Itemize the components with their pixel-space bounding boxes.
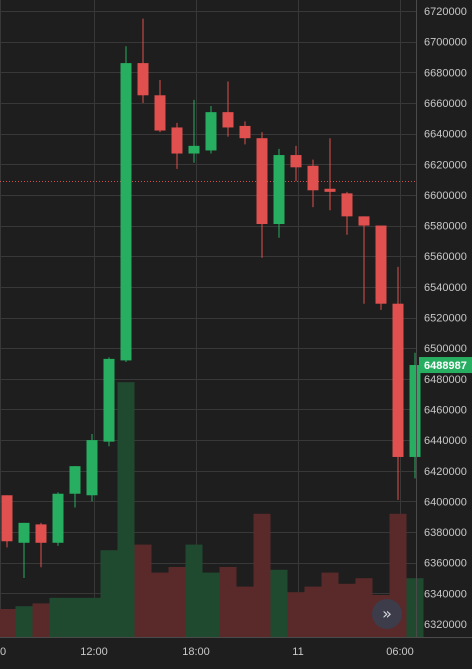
- time-tick-label: 06:00: [386, 646, 414, 658]
- volume-bar: [151, 572, 169, 637]
- price-tick-label: 6380000: [424, 527, 467, 539]
- price-tick-label: 6640000: [424, 129, 467, 141]
- price-tick-label: 6520000: [424, 313, 467, 325]
- price-tick-label: 6700000: [424, 37, 467, 49]
- volume-bar: [100, 550, 118, 637]
- candle-body: [188, 145, 200, 154]
- candle-body: [1, 495, 13, 542]
- candle-body: [341, 193, 353, 217]
- volume-bar: [32, 603, 50, 637]
- volume-bar: [321, 572, 339, 637]
- time-tick-label: 12:00: [80, 646, 108, 658]
- candle-body: [86, 440, 98, 496]
- candle-body: [35, 524, 47, 543]
- candle-body: [205, 112, 217, 151]
- price-tick-label: 6580000: [424, 221, 467, 233]
- price-tick-label: 6320000: [424, 619, 467, 631]
- volume-bar: [83, 597, 101, 637]
- candle-body: [120, 63, 132, 361]
- price-tick-label: 6600000: [424, 190, 467, 202]
- time-tick-label: 0: [0, 646, 6, 658]
- volume-bar: [49, 597, 67, 637]
- candle-body: [256, 138, 268, 225]
- price-tick-label: 6480000: [424, 374, 467, 386]
- candle-body: [409, 365, 421, 457]
- candle-body: [154, 95, 166, 131]
- volume-bar: [406, 578, 424, 637]
- volume-bar: [236, 586, 254, 637]
- volume-bar: [287, 592, 305, 637]
- volume-bar: [0, 609, 16, 637]
- price-tick-label: 6720000: [424, 6, 467, 18]
- candle-body: [103, 358, 115, 442]
- candle-body: [358, 216, 370, 226]
- price-tick-label: 6400000: [424, 496, 467, 508]
- price-tick-label: 6420000: [424, 466, 467, 478]
- candle-body: [69, 466, 81, 494]
- volume-bar: [304, 586, 322, 637]
- price-tick-label: 6620000: [424, 159, 467, 171]
- candle-body: [171, 127, 183, 154]
- candle-body: [273, 155, 285, 225]
- price-tick-label: 6660000: [424, 98, 467, 110]
- volume-bar: [117, 382, 135, 637]
- candle-body: [137, 63, 149, 96]
- price-tick-label: 6360000: [424, 558, 467, 570]
- price-tick-label: 6500000: [424, 343, 467, 355]
- price-tick-label: 6340000: [424, 588, 467, 600]
- volume-bar: [270, 569, 288, 637]
- price-tick-label: 6680000: [424, 67, 467, 79]
- volume-bar: [15, 606, 33, 637]
- candle-body: [239, 125, 251, 139]
- price-tick-label: 6540000: [424, 282, 467, 294]
- volume-bar: [185, 544, 203, 637]
- volume-bar: [202, 572, 220, 637]
- volume-bar: [134, 544, 152, 637]
- volume-bar: [219, 567, 237, 637]
- last-price-label: 6488987: [424, 360, 467, 372]
- candle-body: [324, 188, 336, 192]
- candle-body: [375, 225, 387, 304]
- candle-body: [52, 493, 64, 543]
- scroll-to-latest-button[interactable]: »: [372, 599, 402, 629]
- volume-bar: [168, 567, 186, 637]
- volume-bar: [253, 513, 271, 637]
- last-price-badge: [419, 357, 472, 374]
- candle-body: [392, 303, 404, 457]
- volume-bar: [338, 583, 356, 637]
- time-tick-label: 18:00: [182, 646, 210, 658]
- candle-body: [307, 165, 319, 191]
- double-chevron-right-icon: »: [382, 604, 392, 623]
- price-tick-label: 6460000: [424, 404, 467, 416]
- volume-bar: [66, 597, 84, 637]
- candle-body: [18, 522, 30, 543]
- time-tick-label: 11: [292, 646, 303, 658]
- candle-body: [290, 155, 302, 168]
- price-tick-label: 6560000: [424, 251, 467, 263]
- candle-body: [222, 112, 234, 128]
- price-tick-label: 6440000: [424, 435, 467, 447]
- volume-bar: [355, 578, 373, 637]
